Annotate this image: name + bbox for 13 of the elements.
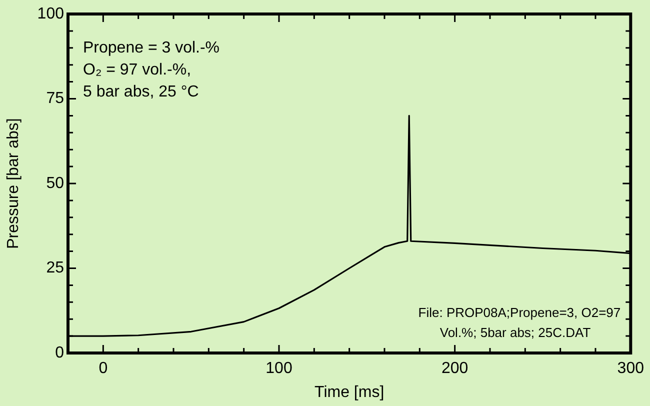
x-tick-label: 100 — [266, 360, 292, 378]
x-tick-label: 300 — [617, 360, 644, 378]
x-tick-label: 0 — [98, 360, 108, 378]
y-tick-label: 50 — [46, 174, 64, 192]
y-tick-label: 75 — [46, 90, 64, 108]
x-axis-title: Time [ms] — [314, 384, 384, 401]
y-tick-label: 100 — [37, 5, 64, 22]
annotation: Propene = 3 vol.-% O₂ = 97 vol.-%, 5 bar abs, 25 °C — [83, 39, 220, 100]
x-tick-label: 200 — [441, 360, 468, 378]
y-tick-label: 0 — [55, 344, 64, 362]
y-axis-title: Pressure [bar abs] — [5, 118, 22, 249]
annotation: File: PROP08A;Propene=3, O2=97 Vol.%; 5bar abs; 25C.DAT — [418, 305, 621, 340]
y-tick-label: 25 — [46, 260, 64, 277]
